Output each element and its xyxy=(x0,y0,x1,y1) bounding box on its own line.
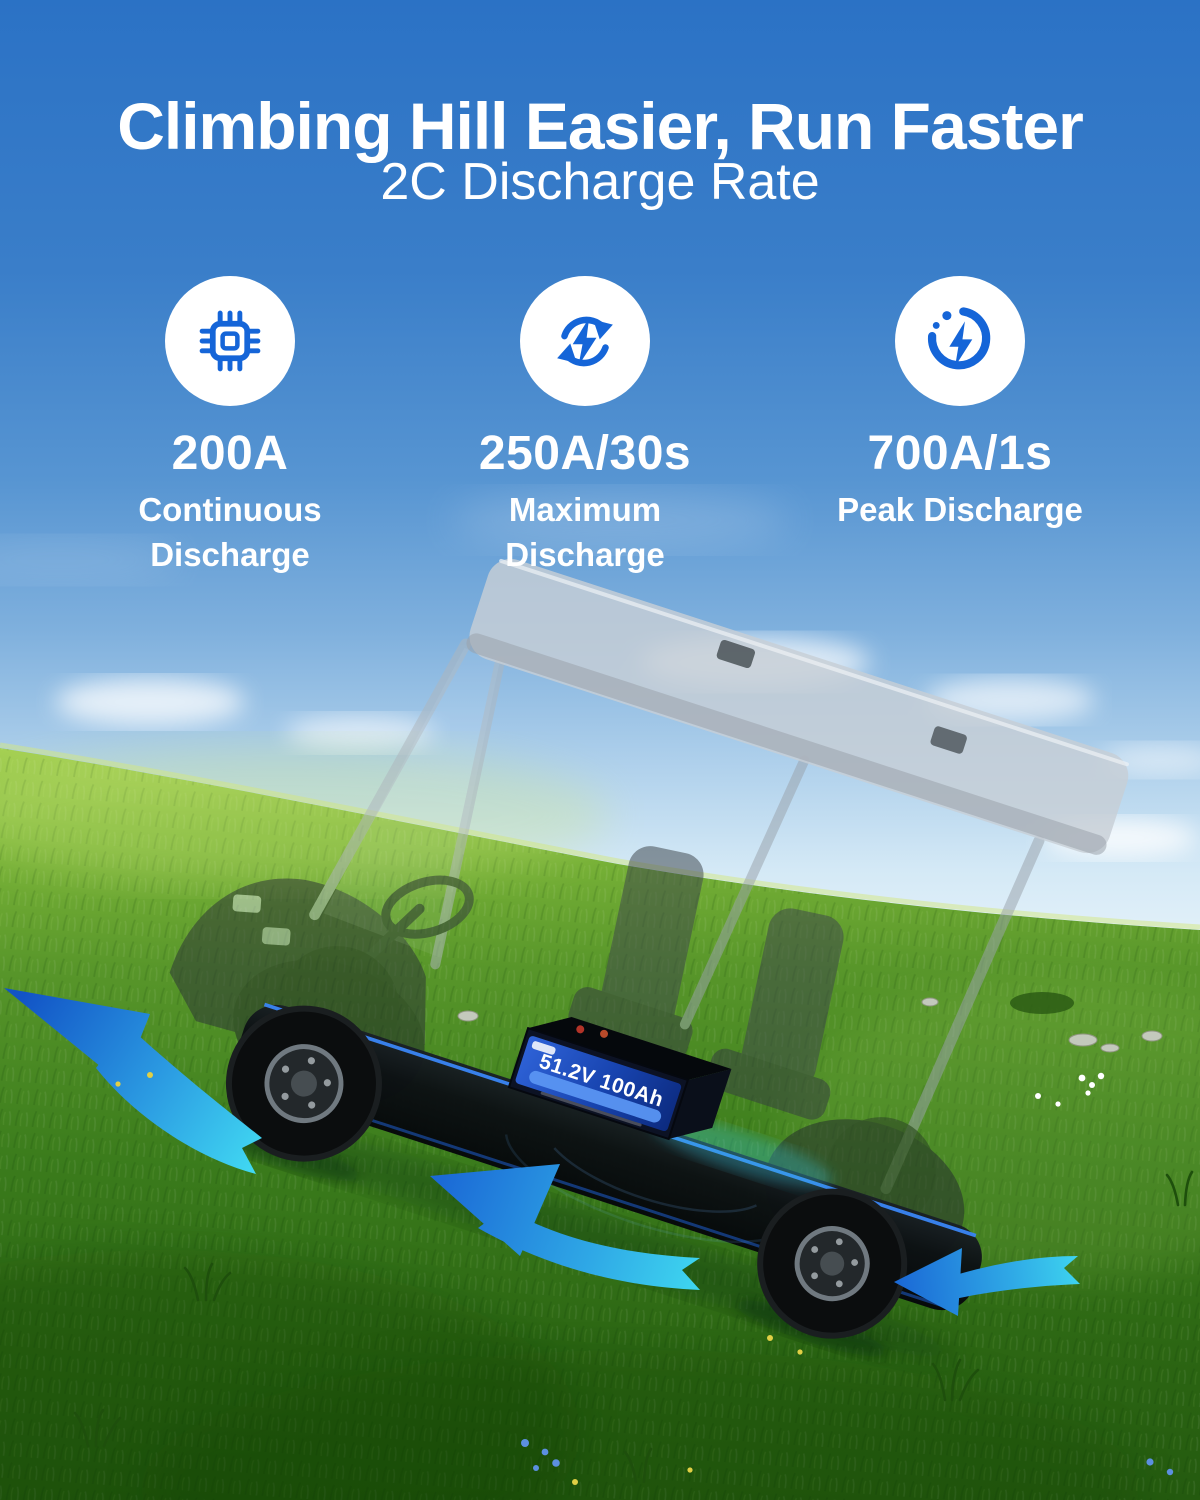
seat-base xyxy=(568,987,693,1060)
stones xyxy=(457,997,1163,1053)
battery-indicator xyxy=(576,1025,585,1034)
motion-arrow-middle xyxy=(430,1164,700,1290)
field-decorations-back xyxy=(457,992,1163,1107)
golf-cart: 51.2V 100Ah xyxy=(169,558,1129,1361)
bush-tuft xyxy=(1010,992,1074,1014)
deck-underglow xyxy=(651,1117,833,1188)
front-wheel xyxy=(203,1005,382,1182)
roof-post-mid xyxy=(679,755,810,1030)
roof-bracket xyxy=(716,639,756,669)
motion-arrow-left xyxy=(4,988,262,1174)
motion-arrows xyxy=(4,988,1080,1316)
cart-roof xyxy=(466,558,1129,855)
motion-arrow-right xyxy=(894,1248,1080,1316)
windshield-frame xyxy=(309,638,472,921)
yellow-flowers xyxy=(115,1072,803,1485)
headlight xyxy=(232,894,262,913)
daisy-flowers xyxy=(1035,1072,1105,1107)
windshield-frame xyxy=(430,656,505,970)
battery-pack: 51.2V 100Ah xyxy=(507,1017,732,1141)
seat-base xyxy=(706,1048,831,1120)
grass-tufts xyxy=(73,1170,1194,1484)
battery-banner xyxy=(529,1070,662,1123)
steering-wheel xyxy=(381,875,474,939)
battery-brand-mark xyxy=(531,1041,556,1055)
windshield-glass xyxy=(323,647,500,958)
seat-back xyxy=(599,846,704,1032)
blue-flowers xyxy=(521,1439,1174,1476)
seat-back xyxy=(740,908,844,1089)
steering-column xyxy=(356,903,425,969)
field-decorations-front xyxy=(73,1072,1194,1485)
battery-indicator xyxy=(600,1029,609,1038)
headlight xyxy=(261,927,291,946)
rear-wheel xyxy=(734,1188,908,1357)
roof-bracket xyxy=(930,726,967,754)
roof-post-rear xyxy=(880,835,1045,1195)
